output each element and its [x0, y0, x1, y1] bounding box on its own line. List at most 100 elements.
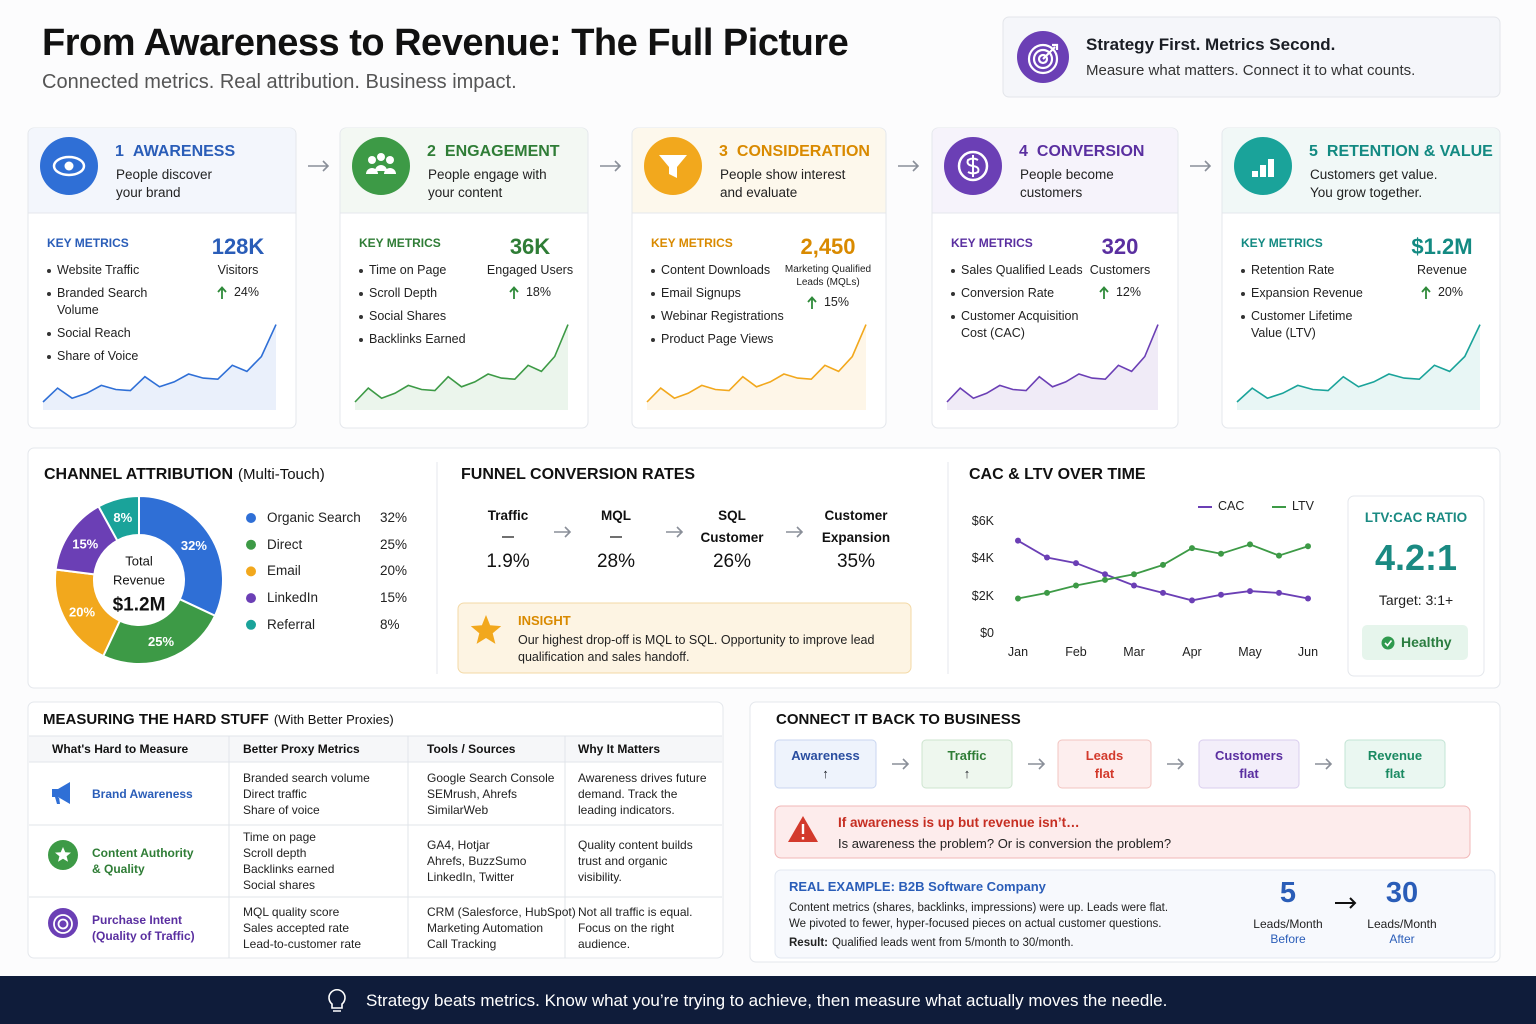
kpi: 2,450 Marketing Qualified Leads (MQLs) 15%	[768, 233, 888, 309]
sparkline-area	[355, 324, 568, 410]
stage-heading: 1 AWARENESS	[115, 143, 235, 161]
metric-item: Share of Voice	[47, 348, 172, 365]
metric-item: Content Downloads	[651, 262, 796, 279]
slice-label: 15%	[72, 536, 98, 551]
people-head	[377, 153, 385, 161]
example-box	[774, 869, 1496, 959]
y-tick-label: $6K	[971, 514, 994, 528]
stage-description: People engage with your content	[428, 166, 547, 202]
legend-label: CAC	[1218, 499, 1245, 513]
kpi: 128K Visitors 24%	[178, 233, 298, 299]
metric-item: Email Signups	[651, 285, 796, 302]
legend-dot	[246, 513, 256, 523]
footer-bar	[0, 976, 1536, 1024]
table-cell: Time on page Scroll depth Backlinks earned…	[243, 829, 334, 893]
description-line: Customers get value.	[1310, 167, 1438, 182]
callout-icon-ring	[1037, 53, 1049, 65]
stage-title: AWARENESS	[132, 143, 236, 160]
cell-line: Backlinks earned	[243, 862, 335, 876]
up-arrow	[1099, 285, 1109, 299]
people-body	[366, 168, 378, 174]
cell-line: Direct traffic	[243, 786, 307, 801]
line-point	[1247, 541, 1253, 548]
eye-pupil	[64, 161, 74, 171]
table-cell: Google Search Console SEMrush, Ahrefs Simi…	[427, 770, 554, 818]
insight-star	[470, 615, 502, 644]
line-point	[1044, 589, 1050, 596]
line-point	[1015, 537, 1021, 544]
legend-value: 25%	[380, 536, 408, 552]
flow-label: Awareness	[791, 748, 860, 763]
line-point	[1189, 597, 1195, 604]
stage-description: People show interest and evaluate	[720, 166, 845, 202]
line-point	[1044, 554, 1050, 561]
insight-box	[457, 602, 912, 674]
stage-title: RETENTION & VALUE	[1326, 143, 1493, 160]
flow-label: Traffic	[947, 748, 987, 763]
stage-number: 1	[115, 143, 124, 160]
funnel-step-label: Customer Expansion	[821, 508, 891, 545]
table-cell: CRM (Salesforce, HubSpot) Marketing Autom…	[427, 904, 576, 952]
sparkline	[1236, 324, 1481, 403]
line-point	[1102, 571, 1108, 578]
funnel-step-label: SQL Customer	[700, 508, 764, 545]
example-unit: Leads/Month	[1367, 917, 1437, 931]
up-arrow	[1421, 285, 1431, 299]
flow-status: flat	[1385, 766, 1405, 781]
table-cell: Quality content builds trust and organic v…	[578, 837, 693, 885]
kpi: 320 Customers 12%	[1060, 233, 1180, 299]
legend-label: Email	[267, 563, 301, 579]
x-tick-label: Feb	[1065, 645, 1087, 659]
legend-value: 8%	[380, 616, 400, 632]
change-value: 18%	[525, 285, 552, 299]
y-tick-label: $2K	[971, 588, 994, 603]
cell-line: visibility.	[578, 870, 622, 884]
arrow	[1167, 758, 1185, 770]
megaphone-icon	[52, 782, 70, 804]
kpi: 36K Engaged Users 18%	[470, 233, 590, 299]
legend-label: Organic Search	[267, 510, 361, 525]
legend-value: 15%	[380, 590, 408, 606]
table-cell: Brand Awareness	[92, 786, 193, 802]
metric-list: Content Downloads Email Signups Webinar Re…	[651, 262, 796, 354]
warning-box	[774, 805, 1471, 859]
flow-box	[1198, 739, 1300, 789]
metric-item: Time on Page	[359, 262, 484, 279]
example-text: Content metrics (shares, backlinks, impr…	[789, 900, 1168, 932]
flow-box	[1344, 739, 1446, 789]
metric-item: Branded Search Volume	[47, 285, 172, 319]
description-line: your brand	[116, 185, 181, 200]
up-arrow	[217, 285, 227, 299]
legend-value: 20%	[380, 563, 408, 579]
callout-icon-ring	[1027, 43, 1059, 75]
connect-title: CONNECT IT BACK TO BUSINESS	[776, 711, 1021, 728]
stage-header-bg	[28, 128, 296, 213]
example-unit: Leads/Month	[1253, 917, 1323, 931]
sparkline	[646, 324, 867, 403]
change-value: 15%	[823, 295, 850, 309]
page-title: From Awareness to Revenue: The Full Pict…	[42, 22, 849, 64]
cell-line: Not all traffic is equal.	[578, 904, 693, 919]
x-tick-label: Jun	[1297, 645, 1319, 659]
cell-line: demand. Track the	[578, 786, 678, 801]
flow-status: ↑	[822, 766, 829, 781]
example-result: Result: Qualified leads went from 5/month…	[789, 937, 1074, 949]
slice-label: 32%	[181, 538, 207, 553]
ratio-title: LTV:CAC RATIO	[1364, 510, 1468, 525]
bars-icon	[1268, 159, 1274, 177]
kpi-value: 320	[1101, 234, 1139, 259]
bars-icon	[1260, 165, 1266, 177]
change-value: 24%	[233, 285, 260, 299]
table-cell: MQL quality score Sales accepted rate Lead…	[243, 904, 361, 952]
flow-box	[1057, 739, 1152, 789]
line-point	[1189, 545, 1195, 552]
legend-label: Referral	[267, 616, 316, 632]
chart-subtitle: (Multi-Touch)	[238, 466, 325, 483]
line-point	[1102, 576, 1108, 583]
bulb-icon	[328, 989, 346, 1012]
kpi-label: Visitors	[217, 263, 259, 277]
flow-status: flat	[1094, 766, 1115, 781]
eye-icon	[52, 155, 86, 177]
slice-label: 25%	[148, 634, 174, 649]
warning-text: Is awareness the problem? Or is conversi…	[838, 836, 1172, 851]
